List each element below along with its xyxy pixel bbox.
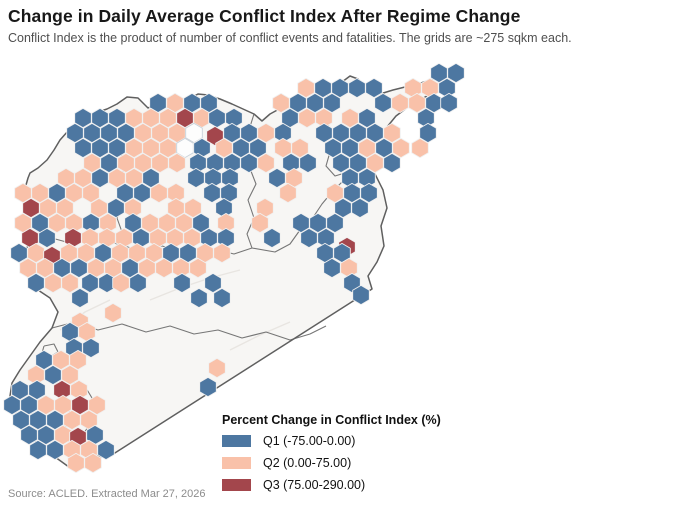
- legend-label-q2: Q2 (0.00-75.00): [263, 455, 352, 470]
- hex-cell: [187, 167, 205, 189]
- hex-cell: [326, 212, 344, 234]
- hex-cell: [48, 212, 66, 234]
- hex-cell: [199, 376, 217, 398]
- legend-title: Percent Change in Conflict Index (%): [222, 413, 441, 427]
- hex-cell: [240, 152, 258, 174]
- hex-cell: [203, 182, 221, 204]
- hex-cell: [81, 272, 99, 294]
- source-note: Source: ACLED. Extracted Mar 27, 2026: [8, 488, 206, 500]
- hex-cell: [78, 321, 96, 343]
- hex-cell: [112, 272, 130, 294]
- hex-cell: [67, 452, 85, 474]
- hex-cell: [29, 439, 47, 461]
- hex-cell: [150, 182, 168, 204]
- legend-swatch-q3: [222, 478, 251, 491]
- page-subtitle: Conflict Index is the product of number …: [8, 31, 572, 45]
- legend-item: Q3 (75.00-290.00): [222, 477, 441, 492]
- hex-cell: [44, 272, 62, 294]
- hex-cell: [268, 167, 286, 189]
- hex-cell: [411, 137, 429, 159]
- hex-cell: [71, 287, 89, 309]
- hex-cell: [168, 152, 186, 174]
- hex-cell: [251, 212, 269, 234]
- hex-cell: [213, 287, 231, 309]
- hex-cell: [208, 107, 226, 129]
- hex-cell: [213, 242, 231, 264]
- hex-cell: [189, 257, 207, 279]
- hex-cell: [97, 439, 115, 461]
- hex-cell: [374, 92, 392, 114]
- legend: Percent Change in Conflict Index (%) Q1 …: [222, 413, 441, 500]
- legend-label-q3: Q3 (75.00-290.00): [263, 477, 366, 492]
- hex-cell: [298, 107, 316, 129]
- legend-label-q1: Q1 (-75.00-0.00): [263, 433, 356, 448]
- hex-cell: [104, 302, 122, 324]
- hex-cell: [173, 272, 191, 294]
- hex-cell: [365, 77, 383, 99]
- hex-cell: [360, 182, 378, 204]
- terrain-ridge: [229, 321, 291, 351]
- hex-cell: [300, 227, 318, 249]
- legend-item: Q1 (-75.00-0.00): [222, 433, 441, 448]
- hex-cell: [46, 439, 64, 461]
- hex-cell: [84, 452, 102, 474]
- hex-cell: [61, 321, 79, 343]
- hex-cell: [155, 257, 173, 279]
- hex-cell: [447, 62, 465, 84]
- hex-cell: [392, 137, 410, 159]
- hex-cell: [323, 257, 341, 279]
- hex-cell: [351, 197, 369, 219]
- hex-cell: [391, 92, 409, 114]
- terrain-ridge: [149, 269, 241, 301]
- hex-cell: [440, 92, 458, 114]
- hex-cell: [257, 152, 275, 174]
- legend-swatch-q1: [222, 434, 251, 447]
- hex-cell: [383, 152, 401, 174]
- hex-cell: [27, 272, 45, 294]
- hex-cell: [61, 272, 79, 294]
- hex-cell: [352, 284, 370, 306]
- hex-cell: [208, 357, 226, 379]
- hex-cell: [279, 182, 297, 204]
- hex-cell: [204, 272, 222, 294]
- page-title: Change in Daily Average Conflict Index A…: [8, 6, 521, 26]
- hex-cell: [129, 272, 147, 294]
- hex-cell: [263, 227, 281, 249]
- legend-swatch-q2: [222, 456, 251, 469]
- hex-cell: [38, 227, 56, 249]
- hex-cell: [190, 287, 208, 309]
- legend-item: Q2 (0.00-75.00): [222, 455, 441, 470]
- hex-cell: [299, 152, 317, 174]
- hex-cell: [348, 77, 366, 99]
- hex-cell: [82, 337, 100, 359]
- admin-boundary: [51, 321, 327, 341]
